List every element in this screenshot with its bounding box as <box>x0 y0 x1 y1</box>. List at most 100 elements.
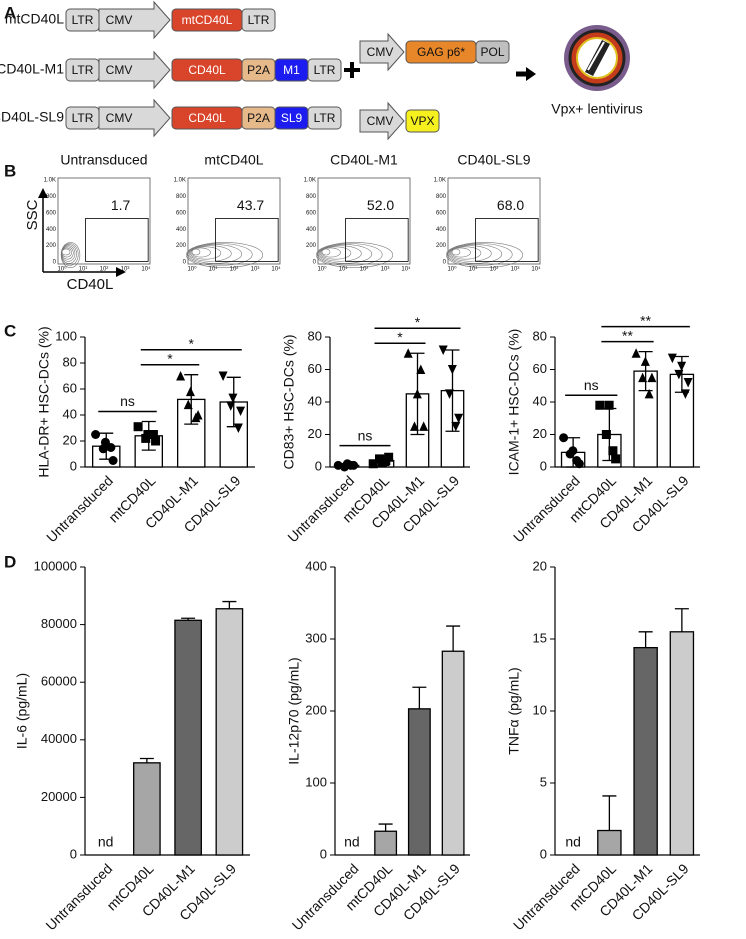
error-bar <box>181 617 196 621</box>
flow-ytick: 200 <box>46 243 57 249</box>
flow-frame <box>187 177 281 265</box>
y-tick-label: 100 <box>55 328 77 343</box>
part-box <box>405 109 440 133</box>
point <box>236 406 246 417</box>
y-tick-label: 20 <box>308 426 322 441</box>
gate-value: 52.0 <box>367 197 394 213</box>
part-label: VPX <box>410 114 434 128</box>
flow-frame <box>447 177 541 265</box>
contour <box>448 245 492 262</box>
y-tick-label: 0 <box>540 458 547 473</box>
contour <box>321 248 331 256</box>
point <box>604 400 614 410</box>
y-tick-label: 100 <box>305 774 327 789</box>
point <box>674 369 684 380</box>
flow-xtick: 10² <box>230 267 239 273</box>
flow-xtick: 10⁰ <box>187 266 197 273</box>
flow-xtick: 10¹ <box>79 267 88 273</box>
point <box>611 454 621 464</box>
point <box>91 430 101 439</box>
y-tick-label: 60000 <box>41 674 77 689</box>
flow-ytick: 800 <box>46 194 57 200</box>
point <box>647 372 657 383</box>
flow-xtick: 10³ <box>511 267 520 273</box>
flow-xtick: 10² <box>100 267 109 273</box>
promoter-arrow <box>98 50 171 90</box>
flow-ytick: 1.0K <box>304 178 316 184</box>
y-tick-label: 40 <box>533 393 547 408</box>
plus-sign <box>344 62 360 78</box>
point <box>191 412 201 423</box>
point <box>565 449 575 459</box>
flow-title: CD40L-M1 <box>330 152 398 168</box>
point <box>133 422 143 432</box>
flow-ytick: 200 <box>436 243 447 249</box>
flow-xtick: 10¹ <box>209 267 218 273</box>
y-tick-label: 10 <box>533 702 547 717</box>
bar <box>597 829 622 856</box>
point <box>595 400 605 410</box>
contour <box>449 246 482 260</box>
bar <box>407 708 431 856</box>
flow-xtick: 10⁴ <box>531 266 541 273</box>
point <box>445 389 454 399</box>
significance-label: ns <box>358 427 373 443</box>
y-tick-label: 40000 <box>41 731 77 746</box>
point <box>106 443 116 452</box>
flow-ytick: 1.0K <box>44 178 56 184</box>
flow-ytick: 0 <box>183 260 187 266</box>
gate-value: 1.7 <box>111 197 131 213</box>
point <box>631 348 641 358</box>
significance-label: * <box>397 329 403 345</box>
contour <box>186 243 253 266</box>
point <box>412 388 422 399</box>
point <box>148 430 158 439</box>
error-bar <box>412 686 427 709</box>
flow-xtick: 10² <box>490 267 499 273</box>
y-tick-label: 400 <box>305 558 327 573</box>
error-bar <box>222 600 237 609</box>
flow-ytick: 0 <box>443 260 447 266</box>
point <box>228 393 238 404</box>
contour <box>190 247 211 258</box>
y-tick-label: 60 <box>533 361 547 376</box>
contour <box>187 244 243 264</box>
product-label: Vpx+ lentivirus <box>551 101 642 117</box>
flow-ytick: 0 <box>313 260 317 266</box>
virus-icon <box>564 25 630 91</box>
part-label: LTR <box>72 111 94 125</box>
part-label: LTR <box>72 63 94 77</box>
x-tick-label: Untransduced <box>43 472 116 545</box>
y-tick-label: 0 <box>315 458 322 473</box>
point <box>185 386 195 397</box>
promoter-arrow <box>98 98 171 138</box>
arrow-head <box>116 267 126 277</box>
flow-ytick: 800 <box>306 194 317 200</box>
point <box>141 433 151 443</box>
point <box>451 421 461 432</box>
bar <box>669 631 695 856</box>
flow-ytick: 400 <box>176 227 187 233</box>
contour <box>316 243 383 266</box>
point <box>608 446 618 456</box>
significance-label: ns <box>584 377 599 393</box>
panel-label: A <box>4 3 16 22</box>
flow-xtick: 10⁰ <box>317 266 327 273</box>
y-axis-title: CD83+ HSC-DCs (%) <box>281 335 297 470</box>
flow-ytick: 800 <box>436 194 447 200</box>
y-tick-label: 80000 <box>41 616 77 631</box>
part-label: P2A <box>247 63 270 77</box>
flow-ytick: 200 <box>306 243 317 249</box>
significance-label: * <box>189 335 195 351</box>
gate <box>215 218 279 262</box>
point <box>680 389 690 399</box>
flow-xtick: 10¹ <box>469 267 478 273</box>
bar <box>174 619 202 856</box>
point <box>454 413 464 424</box>
y-axis-title: HLA-DR+ HSC-DCs (%) <box>36 326 52 477</box>
flow-ytick: 1.0K <box>174 178 186 184</box>
y-tick-label: 5 <box>540 774 547 789</box>
flow-frame <box>317 177 411 265</box>
contour <box>188 245 232 262</box>
bar <box>215 608 244 856</box>
